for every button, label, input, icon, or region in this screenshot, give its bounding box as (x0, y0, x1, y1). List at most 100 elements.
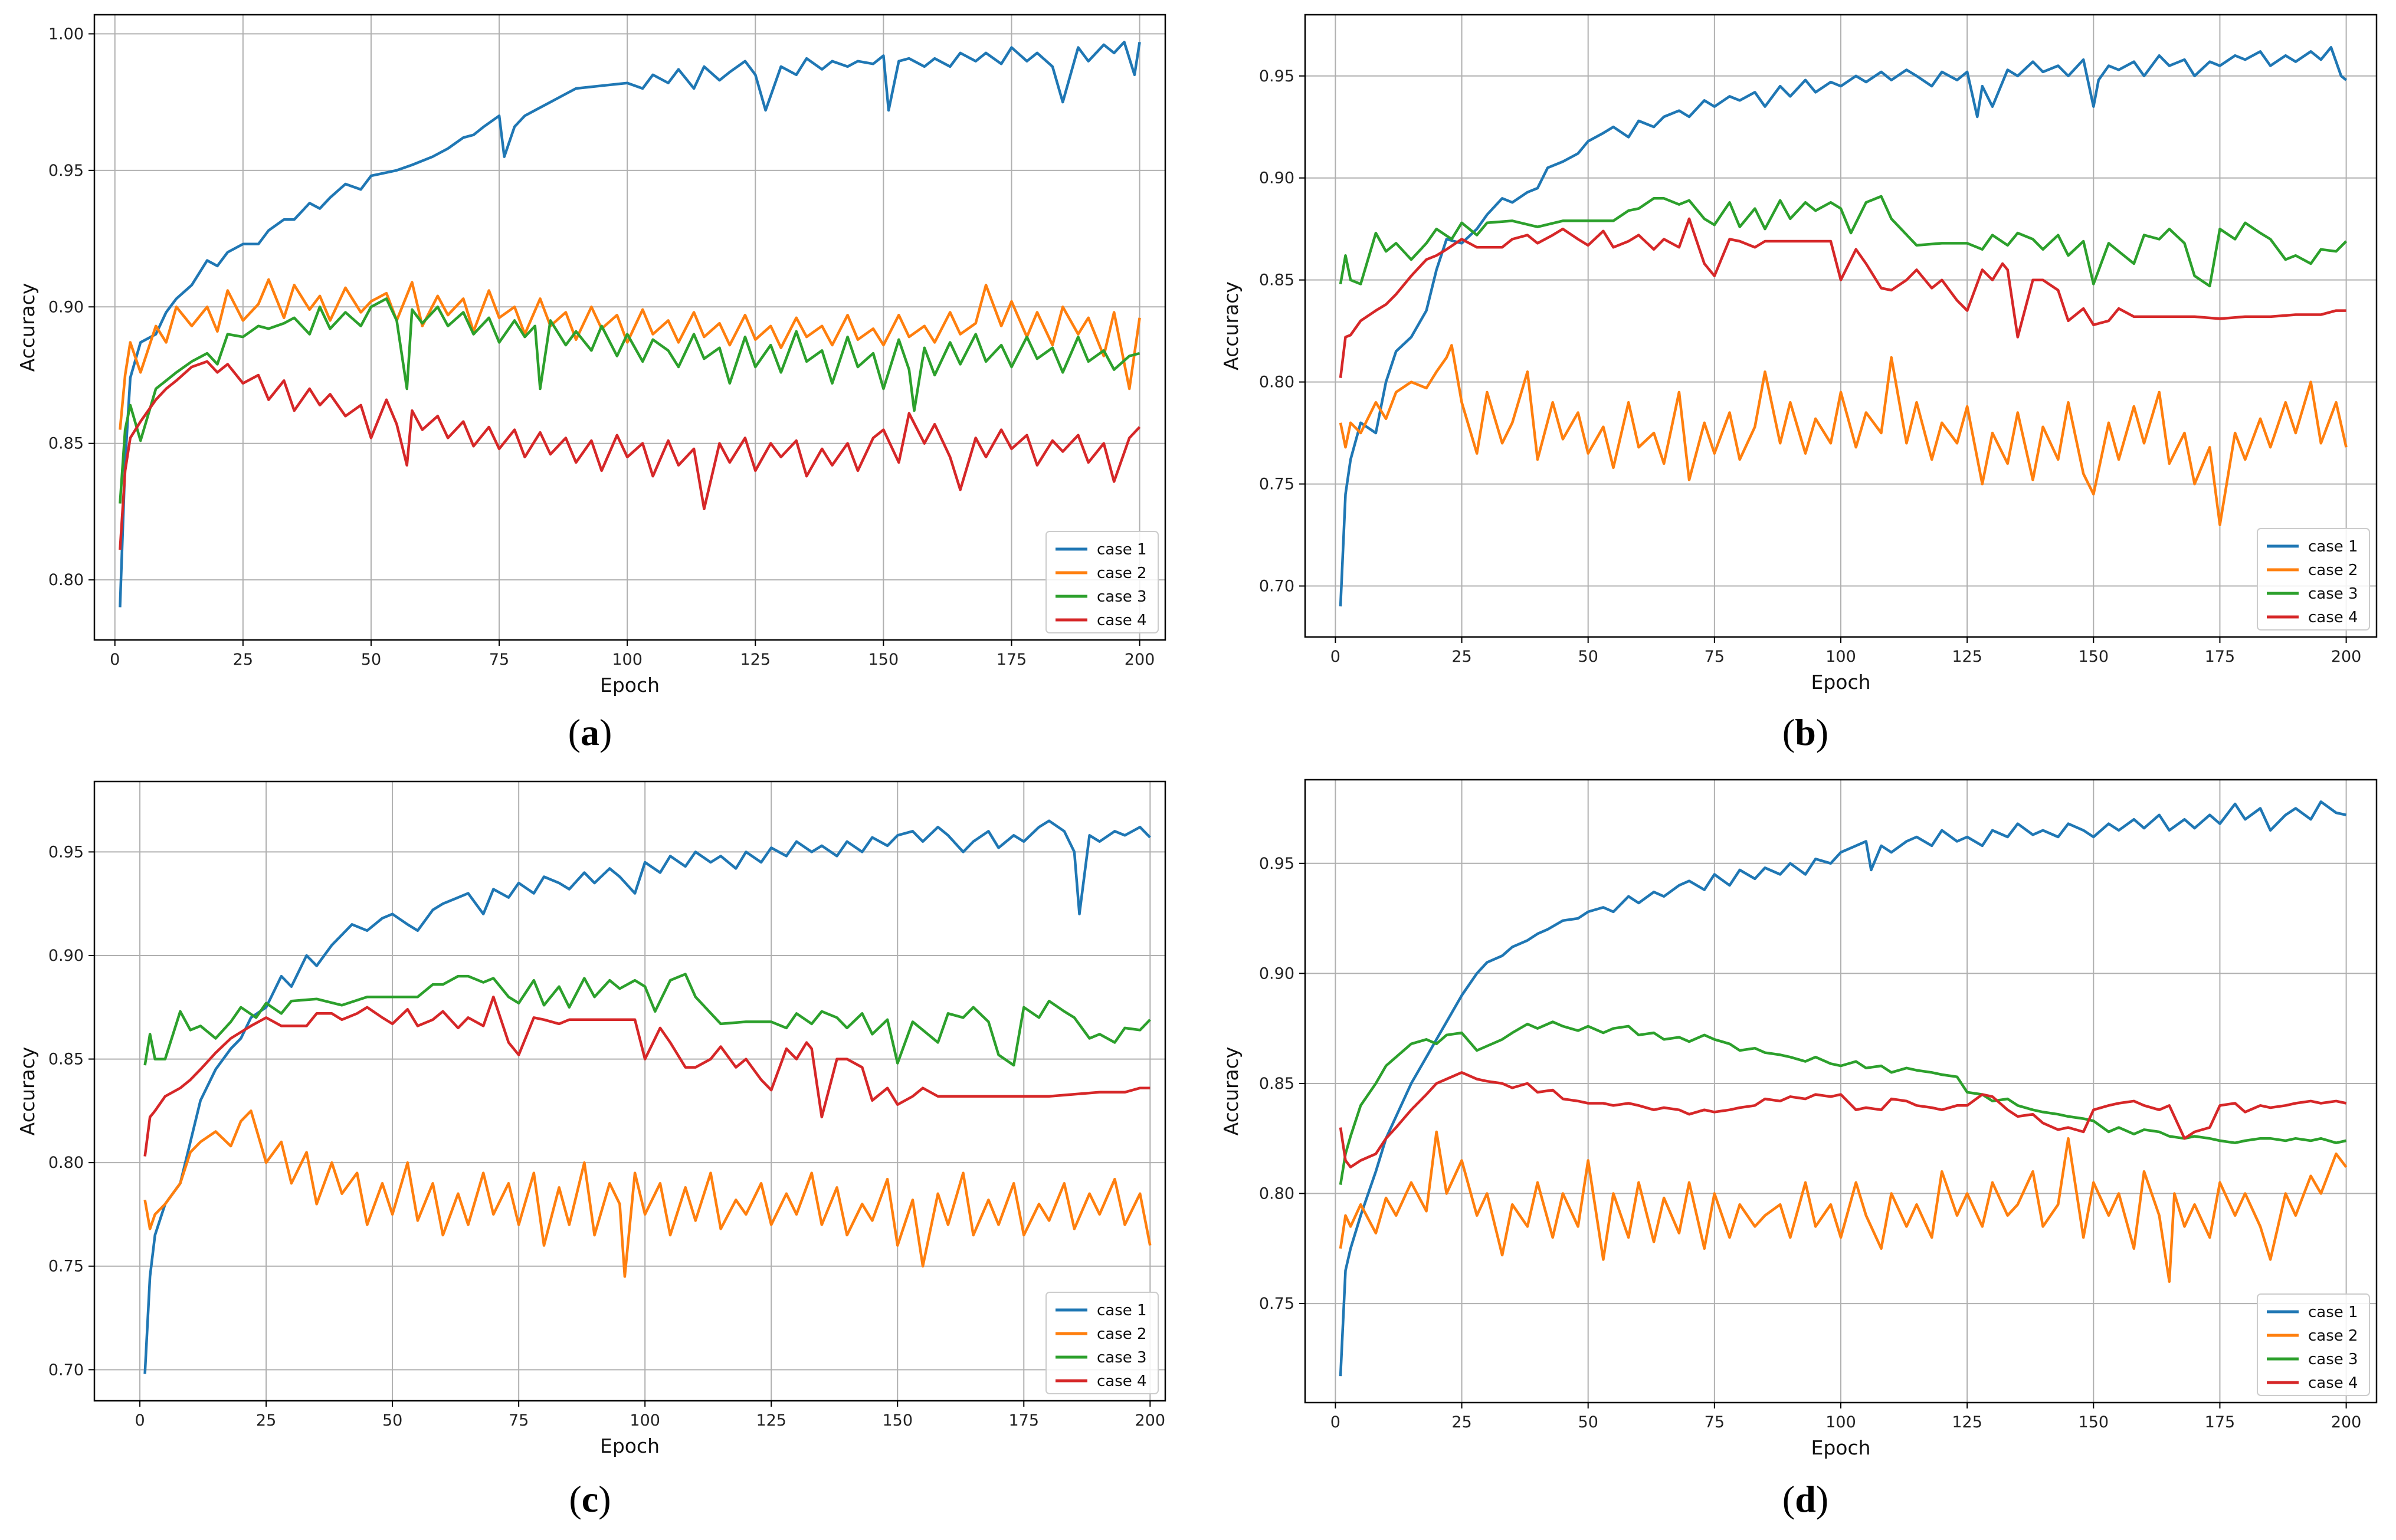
legend-entry-label: case 1 (2308, 538, 2358, 556)
legend-entry-label: case 4 (1097, 1372, 1147, 1390)
y-tick-label: 0.70 (48, 1361, 84, 1379)
y-tick-label: 0.85 (1259, 271, 1294, 290)
y-tick-label: 0.90 (48, 298, 84, 316)
y-axis-label: Accuracy (16, 1047, 39, 1136)
y-tick-label: 0.85 (1259, 1075, 1294, 1093)
chart-svg-c: 0 25 50 75 100 125 150 175 200 0.70 0.75 0.80 0.85 0.… (16, 780, 1166, 1457)
x-tick-label: 175 (2205, 648, 2236, 666)
y-tick-label: 0.95 (48, 843, 84, 861)
x-tick-label: 0 (110, 651, 120, 669)
x-tick-label: 50 (1578, 1413, 1598, 1431)
x-tick-label: 50 (361, 651, 381, 669)
x-tick-label: 100 (1825, 648, 1856, 666)
series-line-case-3 (1339, 195, 2348, 288)
legend-entry-label: case 3 (2308, 1351, 2358, 1368)
x-tick-label: 0 (135, 1411, 145, 1430)
series-line-case-2 (1339, 344, 2348, 527)
legend: case 1 case 2 case 3 case 4 (2257, 1293, 2370, 1396)
x-tick-label: 200 (1135, 1411, 1166, 1430)
y-tick-label: 0.90 (1259, 169, 1294, 188)
x-axis-label: Epoch (1811, 1436, 1870, 1459)
legend-box (1045, 531, 1159, 633)
caption-a: (a) (568, 711, 612, 753)
x-tick-label: 25 (233, 651, 253, 669)
y-tick-label: 0.95 (1259, 67, 1294, 86)
y-axis-label: Accuracy (1220, 1047, 1243, 1136)
y-tick-label: 0.70 (1259, 577, 1294, 596)
y-tick-label: 0.85 (48, 1050, 84, 1069)
legend-entry-label: case 3 (2308, 585, 2358, 603)
legend: case 1 case 2 case 3 case 4 (1045, 531, 1159, 633)
series-line-case-1 (1339, 800, 2347, 1377)
x-tick-label: 150 (868, 651, 899, 669)
y-tick-label: 0.80 (1259, 373, 1294, 392)
y-tick-label: 0.80 (1259, 1185, 1294, 1203)
x-tick-label: 200 (1125, 651, 1155, 669)
legend-entry-label: case 3 (1097, 1349, 1147, 1367)
x-tick-label: 0 (1330, 648, 1340, 666)
series-line-case-3 (1339, 1020, 2347, 1185)
legend-entry-label: case 1 (1097, 541, 1147, 559)
x-tick-label: 25 (1451, 648, 1471, 666)
legend-entry-label: case 2 (1097, 564, 1147, 582)
chart-svg-d: 0 25 50 75 100 125 150 175 200 0.75 0.80 0.85 0.90 0.… (1220, 779, 2378, 1459)
y-tick-label: 0.80 (48, 1154, 84, 1172)
x-axis-label: Epoch (1811, 671, 1870, 694)
legend-box (2257, 528, 2370, 631)
chart-panel-a: 0 25 50 75 100 125 150 175 200 0.80 0.85 0.90 0.95 1.… (0, 0, 1192, 743)
caption-d: (d) (1782, 1478, 1829, 1520)
x-tick-label: 25 (256, 1411, 276, 1430)
x-axis-label: Epoch (600, 674, 660, 697)
chart-svg-a: 0 25 50 75 100 125 150 175 200 0.80 0.85 0.90 0.95 1.… (16, 14, 1166, 697)
x-tick-label: 125 (1952, 1413, 1982, 1431)
x-tick-label: 200 (2331, 648, 2362, 666)
series-line-case-4 (1339, 217, 2346, 378)
plot-frame (93, 14, 1166, 641)
y-axis-label: Accuracy (16, 283, 39, 372)
series-line-case-4 (143, 995, 1151, 1157)
y-tick-label: 0.90 (1259, 964, 1294, 983)
y-tick-label: 0.90 (48, 947, 84, 965)
x-tick-label: 150 (2079, 1413, 2109, 1431)
x-tick-label: 100 (612, 651, 643, 669)
legend-entry-label: case 1 (2308, 1303, 2358, 1321)
series-line-case-2 (1339, 1130, 2348, 1283)
y-tick-label: 0.75 (1259, 475, 1294, 494)
series-line-case-2 (143, 1109, 1152, 1278)
x-axis-label: Epoch (600, 1434, 660, 1457)
caption-b: (b) (1782, 711, 1829, 753)
series-line-case-1 (143, 819, 1151, 1374)
x-tick-label: 75 (1705, 648, 1725, 666)
series-line-case-2 (119, 278, 1141, 430)
y-tick-label: 0.95 (48, 162, 84, 180)
y-tick-label: 1.00 (48, 25, 84, 43)
series-line-case-1 (119, 41, 1141, 608)
x-tick-label: 75 (1705, 1413, 1725, 1431)
chart-panel-d: 0 25 50 75 100 125 150 175 200 0.75 0.80 0.85 0.90 0.… (1204, 767, 2396, 1504)
x-tick-label: 175 (2205, 1413, 2236, 1431)
x-tick-label: 175 (997, 651, 1027, 669)
x-tick-label: 0 (1330, 1413, 1340, 1431)
y-tick-label: 0.95 (1259, 855, 1294, 873)
chart-panel-b: 0 25 50 75 100 125 150 175 200 0.70 0.75 0.80 0.85 0.… (1204, 0, 2396, 743)
y-tick-label: 0.75 (48, 1257, 84, 1276)
chart-panel-c: 0 25 50 75 100 125 150 175 200 0.70 0.75 0.80 0.85 0.… (0, 767, 1192, 1504)
series-line-case-4 (1339, 1071, 2347, 1168)
plot-frame (93, 780, 1166, 1402)
y-tick-label: 0.85 (48, 435, 84, 453)
y-tick-label: 0.80 (48, 571, 84, 589)
legend-entry-label: case 4 (1097, 612, 1147, 629)
x-tick-label: 125 (756, 1411, 786, 1430)
legend-entry-label: case 4 (2308, 1374, 2358, 1392)
legend: case 1 case 2 case 3 case 4 (1045, 1292, 1159, 1394)
legend-box (1045, 1292, 1159, 1394)
x-tick-label: 200 (2331, 1413, 2362, 1431)
x-tick-label: 50 (382, 1411, 402, 1430)
legend: case 1 case 2 case 3 case 4 (2257, 528, 2370, 631)
legend-entry-label: case 2 (1097, 1325, 1147, 1343)
series-line-case-3 (119, 297, 1140, 504)
x-tick-label: 150 (882, 1411, 913, 1430)
legend-entry-label: case 1 (1097, 1302, 1147, 1319)
x-tick-label: 125 (740, 651, 771, 669)
x-tick-label: 150 (2079, 648, 2109, 666)
